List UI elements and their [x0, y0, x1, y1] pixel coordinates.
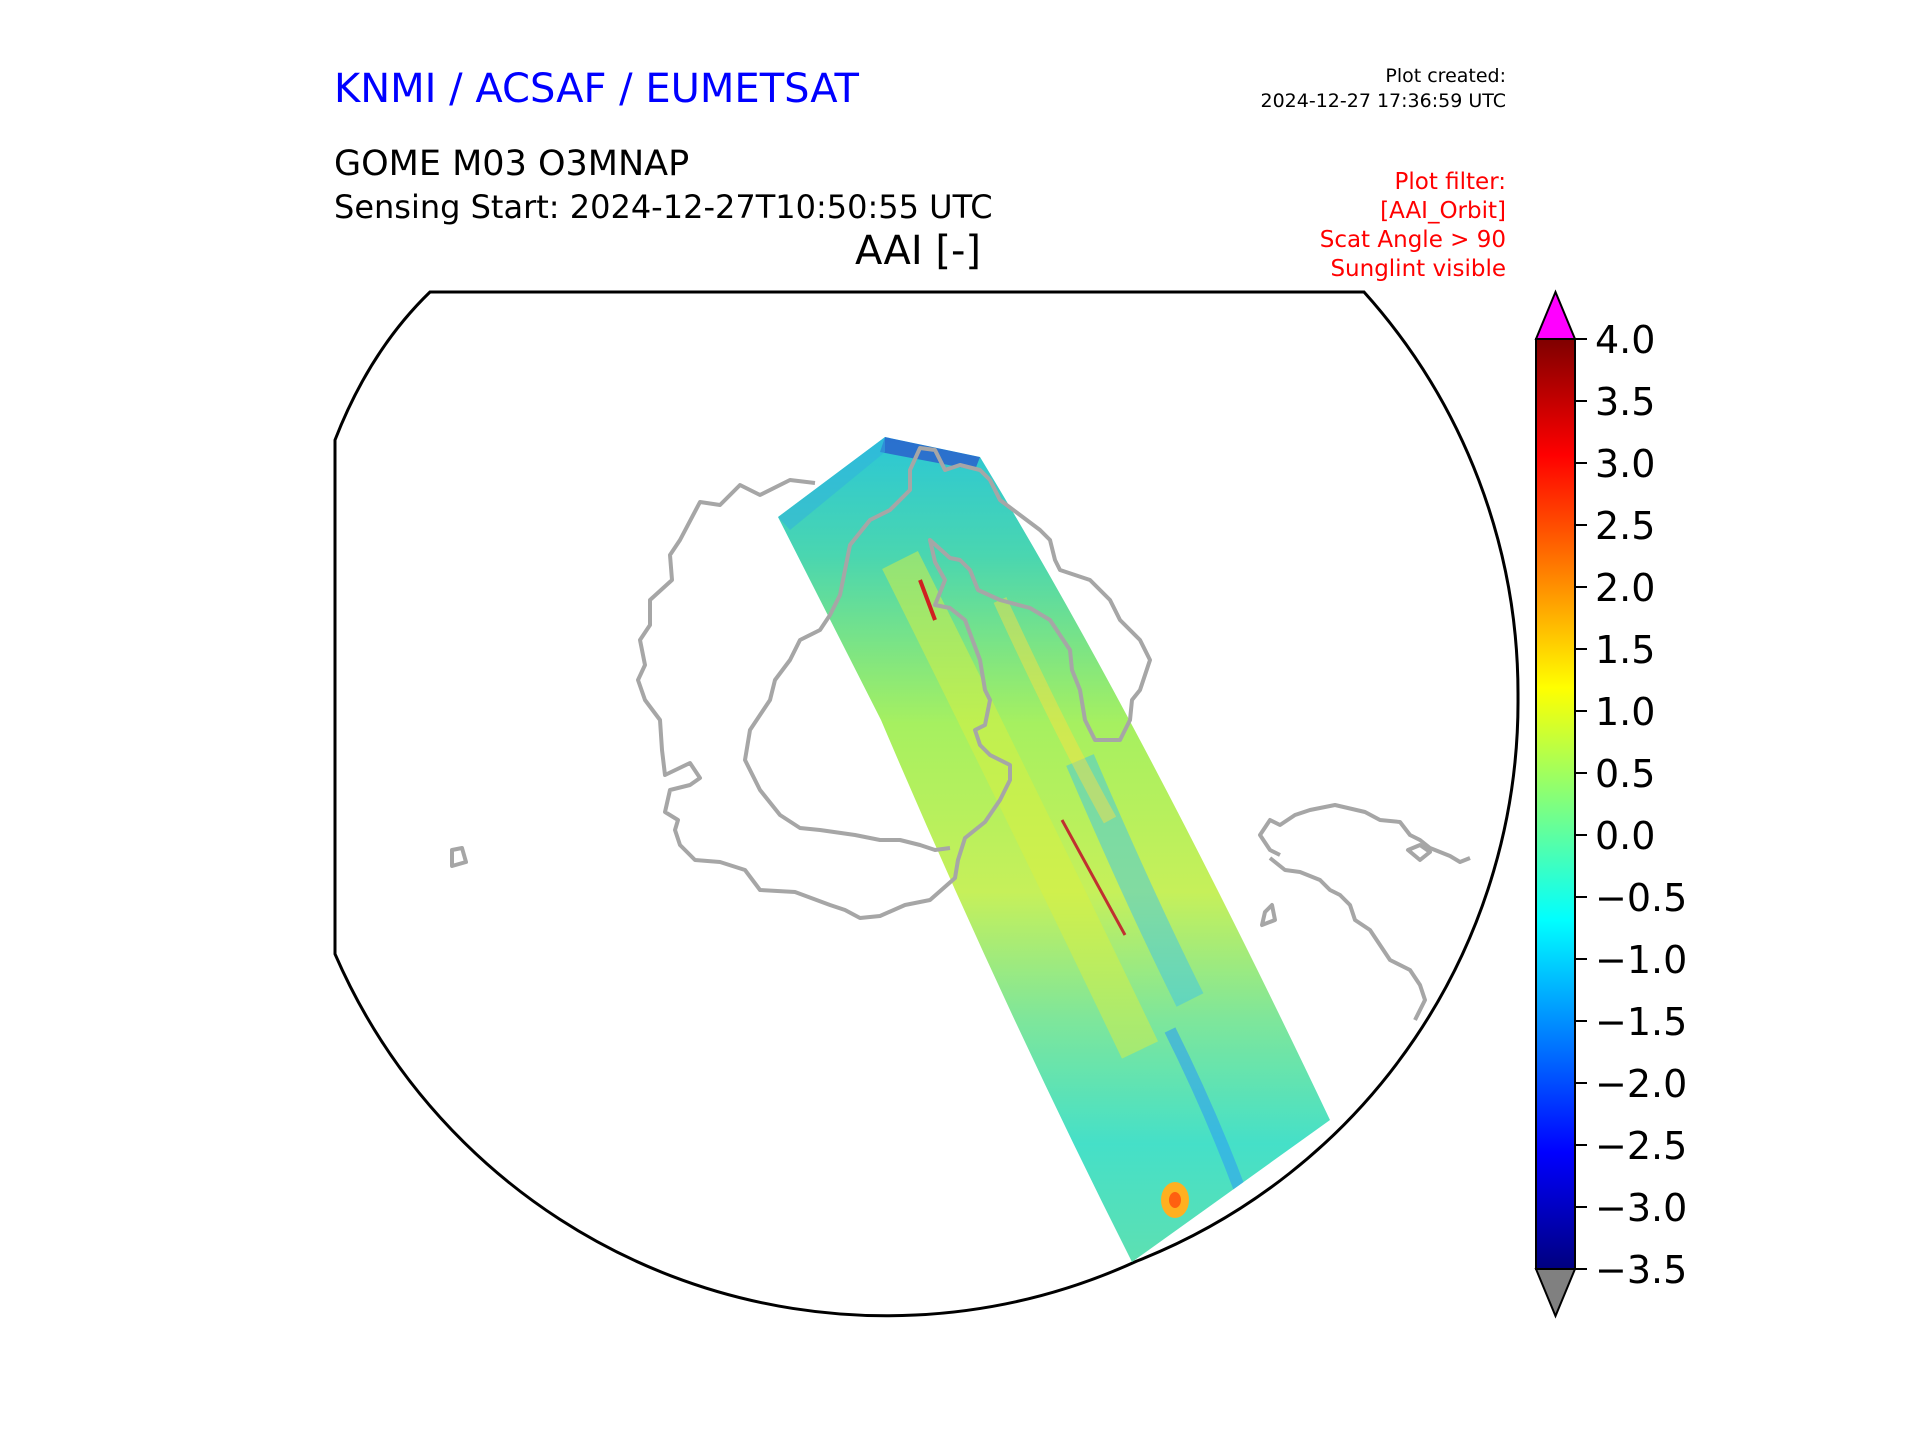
coastline-island-east	[1406, 843, 1432, 862]
colorbar-tick-label: 2.0	[1595, 566, 1655, 610]
colorbar-tick-label: 3.0	[1595, 442, 1655, 486]
plot-created-label: Plot created:	[1385, 65, 1506, 87]
colorbar: 4.0 3.5 3.0 2.5 2.0 1.5 1.0 0.5 0.0 −0.5 −1.0 −1.5 −…	[1534, 289, 1687, 1319]
coastline-svalbard	[1258, 803, 1471, 864]
colorbar-tick-label: 1.0	[1595, 690, 1655, 734]
colorbar-tick-label: −1.5	[1595, 1000, 1687, 1044]
colorbar-tick-label: 0.5	[1595, 752, 1655, 796]
coastline-island-west	[450, 846, 468, 868]
plot-created-time: 2024-12-27 17:36:59 UTC	[1260, 90, 1507, 112]
colorbar-body	[1535, 338, 1576, 1270]
colorbar-tick-label: 3.5	[1595, 380, 1655, 424]
colorbar-over-triangle	[1534, 289, 1577, 340]
coastlines	[450, 446, 1471, 1021]
colorbar-tick-label: −3.0	[1595, 1186, 1687, 1230]
colorbar-under-triangle	[1534, 1268, 1577, 1319]
coastline-arctic-islands	[1268, 856, 1427, 1021]
colorbar-tick-label: 2.5	[1595, 504, 1655, 548]
plot-filter-title: Plot filter:	[1394, 169, 1506, 195]
colorbar-tick-label: 4.0	[1595, 318, 1655, 362]
colorbar-tick-label: −0.5	[1595, 876, 1687, 920]
coastline-greenland	[636, 446, 1152, 920]
variable-title: AAI [-]	[855, 228, 981, 274]
colorbar-tick-label: 1.5	[1595, 628, 1655, 672]
plot-filter-line: Scat Angle > 90	[1319, 227, 1506, 253]
colorbar-ticks: 4.0 3.5 3.0 2.5 2.0 1.5 1.0 0.5 0.0 −0.5 −1.0 −1.5 −…	[1575, 318, 1687, 1292]
colorbar-tick-label: −3.5	[1595, 1248, 1687, 1292]
colorbar-tick-label: 0.0	[1595, 814, 1655, 858]
coastline-island-small	[1260, 903, 1277, 927]
colorbar-tick-label: −1.0	[1595, 938, 1687, 982]
sensing-start: Sensing Start: 2024-12-27T10:50:55 UTC	[334, 188, 993, 226]
product-title: GOME M03 O3MNAP	[334, 144, 690, 184]
organization-title: KNMI / ACSAF / EUMETSAT	[334, 66, 859, 112]
plot-filter: Plot filter: [AAI_Orbit] Scat Angle > 90…	[1100, 168, 1506, 284]
plot-filter-line: [AAI_Orbit]	[1380, 198, 1506, 224]
plot-created: Plot created: 2024-12-27 17:36:59 UTC	[1100, 64, 1507, 114]
colorbar-tick-label: −2.5	[1595, 1124, 1687, 1168]
colorbar-tick-label: −2.0	[1595, 1062, 1687, 1106]
plot-filter-line: Sunglint visible	[1330, 256, 1506, 282]
